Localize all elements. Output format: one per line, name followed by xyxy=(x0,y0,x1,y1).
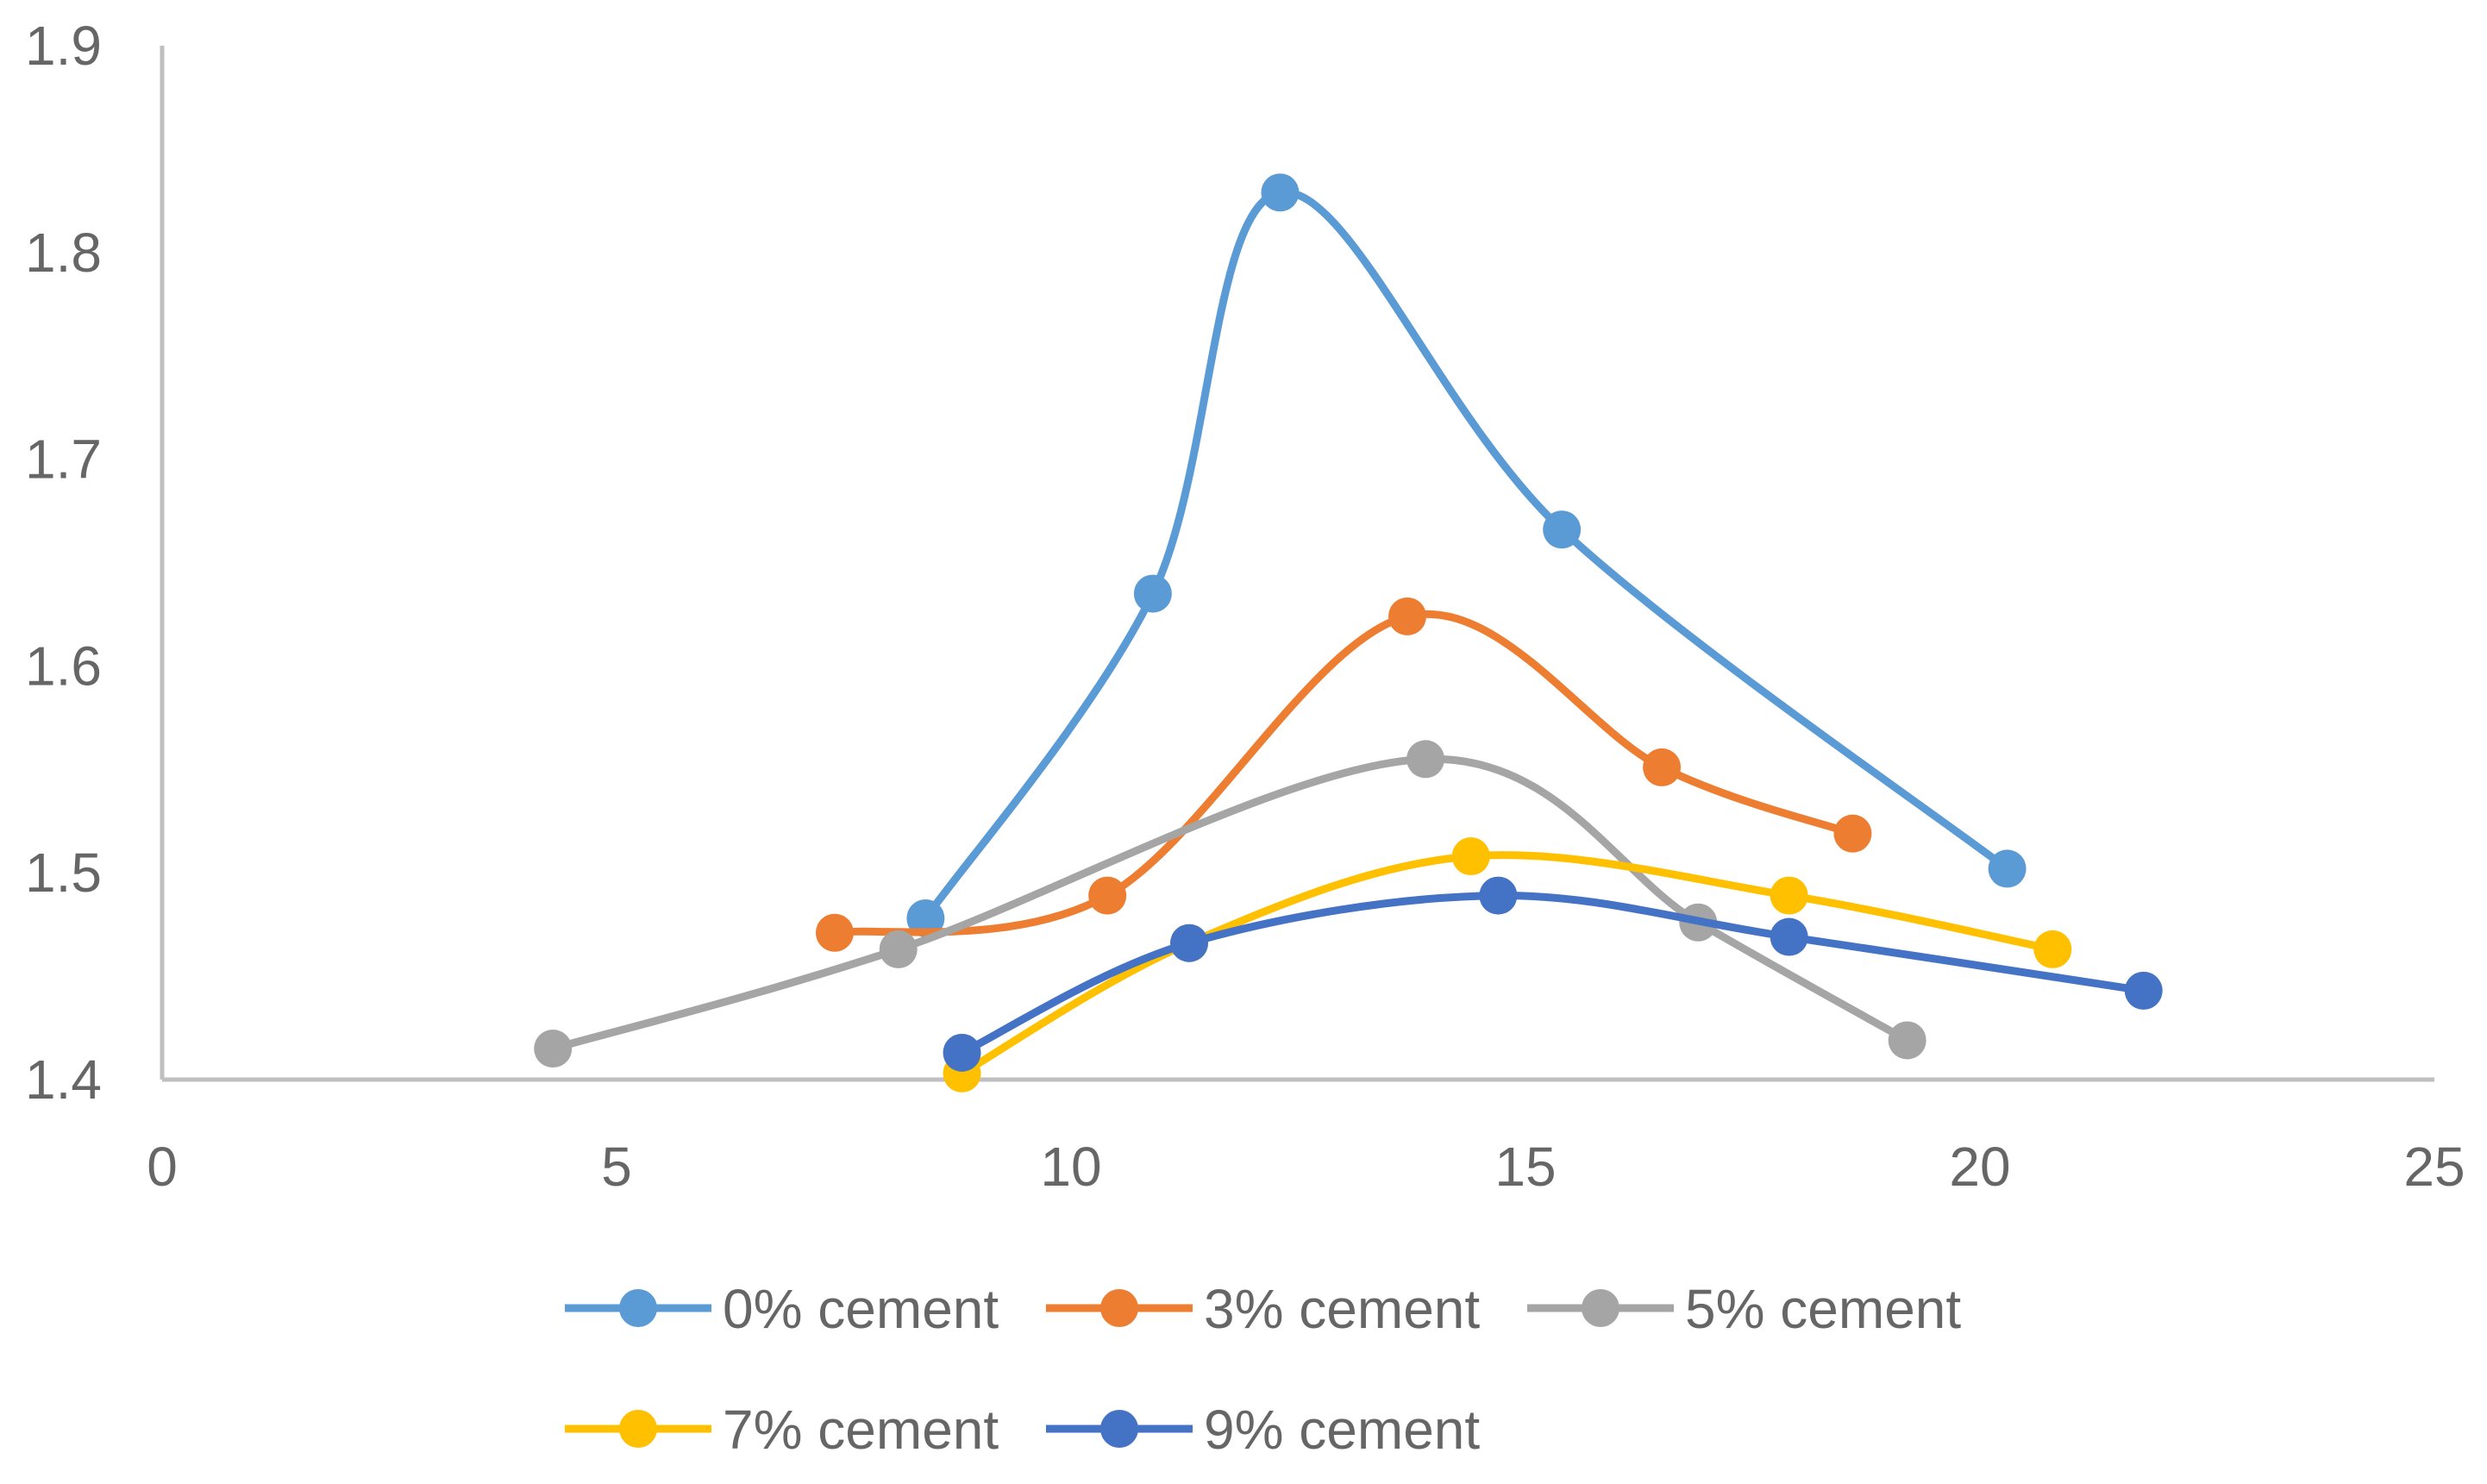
legend-swatch-marker xyxy=(1100,1289,1138,1327)
data-point-7pct-cement xyxy=(1770,876,1808,915)
legend-item-5pct-cement: 5% cement xyxy=(1527,1278,1961,1340)
legend-item-7pct-cement: 7% cement xyxy=(565,1399,999,1461)
legend-label: 9% cement xyxy=(1204,1399,1480,1461)
legend-item-9pct-cement: 9% cement xyxy=(1046,1399,1480,1461)
legend-swatch-marker xyxy=(1100,1410,1138,1448)
series-line-5pct-cement xyxy=(548,755,1912,1053)
legend-item-0pct-cement: 0% cement xyxy=(565,1278,999,1340)
y-tick-label: 1.8 xyxy=(25,222,102,284)
data-point-5pct-cement xyxy=(1406,740,1445,779)
data-point-9pct-cement xyxy=(943,1033,981,1072)
data-point-3pct-cement xyxy=(1088,876,1127,915)
legend-item-3pct-cement: 3% cement xyxy=(1046,1278,1480,1340)
data-point-3pct-cement xyxy=(1643,748,1682,786)
series-line-0pct-cement xyxy=(921,188,2012,923)
x-tick-label: 20 xyxy=(1949,1136,2010,1198)
data-point-7pct-cement xyxy=(2033,930,2072,968)
legend-label: 3% cement xyxy=(1204,1278,1480,1340)
axes: 0 5 10 15 20 25 1.4 1.5 1.6 1.7 1.8 1.9 xyxy=(25,15,2465,1198)
x-tick-label: 5 xyxy=(601,1136,632,1198)
y-tick-label: 1.7 xyxy=(25,429,102,491)
data-point-0pct-cement xyxy=(1261,173,1300,212)
y-tick-label: 1.4 xyxy=(25,1049,102,1111)
data-point-9pct-cement xyxy=(1170,924,1209,962)
series-line-9pct-cement xyxy=(958,892,2148,1057)
data-point-9pct-cement xyxy=(1770,917,1808,956)
y-tick-label: 1.5 xyxy=(25,842,102,904)
series-5pct-cement xyxy=(534,740,1926,1068)
data-point-0pct-cement xyxy=(1543,510,1582,549)
data-point-0pct-cement xyxy=(1133,574,1172,613)
legend-swatch-marker xyxy=(619,1410,657,1448)
data-point-5pct-cement xyxy=(879,930,918,968)
data-point-9pct-cement xyxy=(2124,971,2163,1010)
data-point-7pct-cement xyxy=(1451,837,1490,876)
legend-label: 7% cement xyxy=(723,1399,999,1461)
x-tick-label: 15 xyxy=(1494,1136,1556,1198)
series-layer xyxy=(534,173,2163,1093)
series-0pct-cement xyxy=(906,173,2027,937)
legend-swatch-marker xyxy=(1582,1289,1619,1327)
legend-label: 5% cement xyxy=(1685,1278,1961,1340)
data-point-0pct-cement xyxy=(1988,849,2027,888)
x-tick-label: 0 xyxy=(147,1136,178,1198)
data-point-5pct-cement xyxy=(1888,1021,1926,1060)
x-tick-label: 25 xyxy=(2403,1136,2465,1198)
y-tick-label: 1.6 xyxy=(25,635,102,697)
data-point-9pct-cement xyxy=(1479,876,1518,915)
series-line-3pct-cement xyxy=(830,610,1857,937)
series-9pct-cement xyxy=(943,876,2163,1072)
series-3pct-cement xyxy=(815,597,1872,952)
legend-swatch-marker xyxy=(619,1289,657,1327)
data-point-5pct-cement xyxy=(534,1030,573,1068)
data-point-3pct-cement xyxy=(815,913,854,952)
data-point-3pct-cement xyxy=(1388,597,1426,636)
data-point-0pct-cement xyxy=(906,899,945,937)
legend: 0% cement 3% cement 5% cement 7% cement 9% c… xyxy=(565,1278,1961,1461)
x-tick-label: 10 xyxy=(1040,1136,1101,1198)
y-tick-label: 1.9 xyxy=(25,15,102,77)
data-point-3pct-cement xyxy=(1833,814,1872,853)
legend-label: 0% cement xyxy=(723,1278,999,1340)
